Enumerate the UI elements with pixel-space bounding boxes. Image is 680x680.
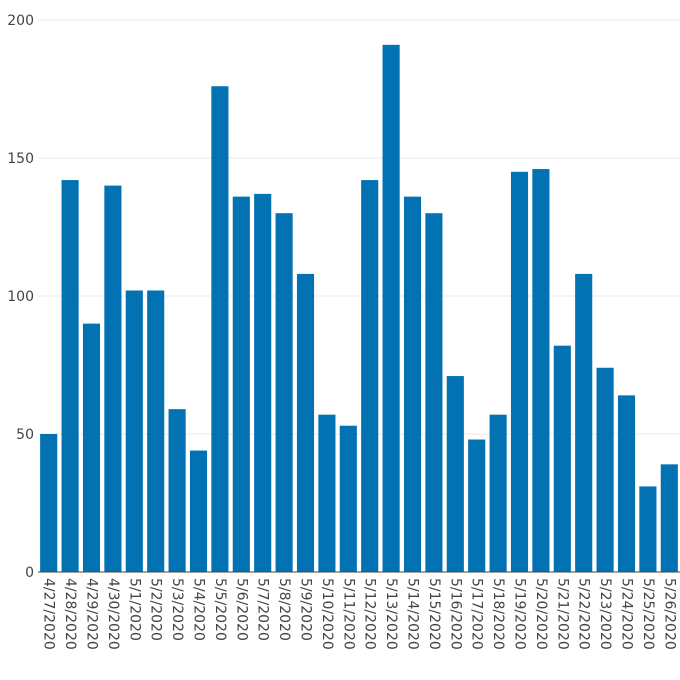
- bar: [104, 185, 122, 572]
- bar: [189, 450, 208, 572]
- gridlines: [38, 19, 680, 435]
- x-tick-label: 5/8/2020: [276, 578, 292, 641]
- bar: [532, 169, 550, 573]
- x-tick-label: 5/2/2020: [148, 578, 164, 641]
- x-tick-label: 5/14/2020: [405, 578, 421, 650]
- bar: [211, 86, 229, 573]
- bar: [40, 434, 58, 572]
- bar: [446, 376, 464, 572]
- bar: [361, 180, 379, 572]
- x-tick-label: 5/7/2020: [255, 578, 271, 641]
- bar: [275, 213, 293, 572]
- bar: [425, 213, 443, 572]
- x-tick-label: 5/15/2020: [426, 578, 442, 650]
- x-tick-label: 5/11/2020: [340, 578, 356, 650]
- bar: [232, 196, 250, 572]
- x-tick-label: 5/3/2020: [169, 578, 185, 641]
- x-tick-label: 4/27/2020: [41, 578, 57, 650]
- bar: [168, 409, 186, 572]
- bar: [82, 323, 101, 572]
- x-tick-label: 5/12/2020: [362, 578, 378, 650]
- y-tick-label: 200: [7, 13, 34, 29]
- axes: 0 50 100 150 200 4/27/2020 4/28/2020 4/29/2020 4…: [7, 13, 680, 650]
- x-tick-label: 5/25/2020: [640, 578, 656, 650]
- x-tick-label: 5/22/2020: [576, 578, 592, 650]
- x-tick-label: 5/23/2020: [597, 578, 613, 650]
- x-tick-label: 5/9/2020: [298, 578, 314, 641]
- bar: [553, 345, 571, 572]
- x-tick-label: 5/26/2020: [661, 578, 677, 650]
- bar: [639, 486, 657, 572]
- x-tick-label: 5/4/2020: [191, 578, 207, 641]
- y-tick-label: 150: [7, 151, 34, 167]
- x-tick-label: 5/1/2020: [126, 578, 142, 641]
- bar: [382, 44, 400, 572]
- bar: [339, 425, 357, 572]
- y-tick-label: 50: [16, 427, 34, 443]
- x-tick-label: 5/5/2020: [212, 578, 228, 641]
- bar: [296, 273, 315, 572]
- bar: [147, 290, 165, 572]
- x-tick-label: 4/28/2020: [62, 578, 78, 650]
- bar: [468, 439, 486, 572]
- bar: [254, 193, 272, 572]
- bar: [510, 171, 529, 573]
- x-tick-label: 5/17/2020: [469, 578, 485, 650]
- x-tick-label: 5/10/2020: [319, 578, 335, 650]
- x-tick-label: 4/29/2020: [84, 578, 100, 650]
- bar: [61, 180, 79, 572]
- x-tick-label: 5/13/2020: [383, 578, 399, 650]
- y-tick-label: 0: [25, 565, 34, 581]
- y-tick-label: 100: [7, 289, 34, 305]
- bar: [617, 395, 636, 572]
- bar: [575, 273, 593, 572]
- x-tick-label: 5/19/2020: [512, 578, 528, 650]
- bar: [403, 196, 422, 572]
- x-tick-label: 5/20/2020: [533, 578, 549, 650]
- bar: [318, 414, 336, 572]
- bar: [660, 464, 678, 572]
- x-tick-label: 4/30/2020: [105, 578, 121, 650]
- x-tick-label: 5/24/2020: [619, 578, 635, 650]
- x-tick-label: 5/21/2020: [554, 578, 570, 650]
- x-tick-label: 5/18/2020: [490, 578, 506, 650]
- x-tick-label: 5/16/2020: [447, 578, 463, 650]
- bar: [489, 414, 507, 572]
- bar: [596, 367, 614, 572]
- bars: [40, 44, 678, 573]
- x-tick-label: 5/6/2020: [233, 578, 249, 641]
- bar: [125, 290, 143, 572]
